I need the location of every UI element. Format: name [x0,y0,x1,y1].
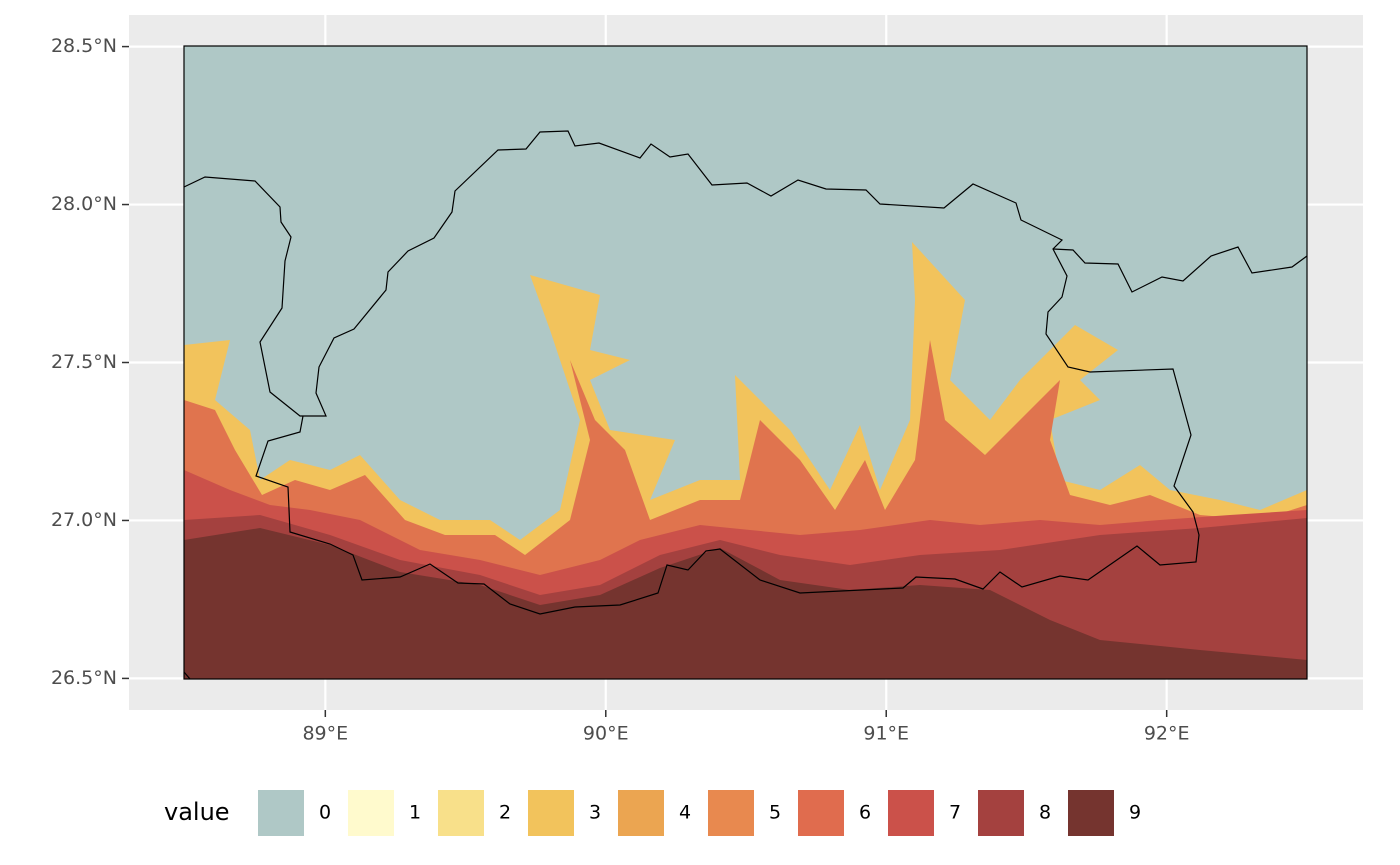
legend-label: 9 [1129,802,1141,824]
x-tick-label: 91°E [863,723,909,745]
legend-label: 8 [1039,802,1051,824]
y-tick-label: 26.5°N [51,667,117,689]
legend-key [708,790,754,836]
legend-label: 2 [499,802,511,824]
legend-label: 4 [679,802,691,824]
y-tick-label: 28.0°N [51,193,117,215]
x-tick-label: 89°E [302,723,348,745]
y-tick-label: 27.0°N [51,509,117,531]
legend-key [438,790,484,836]
x-tick-label: 92°E [1144,723,1190,745]
legend-key [348,790,394,836]
boundary-line [183,130,1200,615]
legend-label: 6 [859,802,871,824]
legend-label: 3 [589,802,601,824]
legend: value 0 1 2 3 4 5 6 7 8 9 [164,790,1141,836]
legend-title: value [164,798,230,826]
legend-key [258,790,304,836]
y-tick-label: 27.5°N [51,351,117,373]
elevation-raster [184,46,1307,679]
raster-frame [183,45,1308,680]
x-tick-label: 90°E [583,723,629,745]
legend-key [618,790,664,836]
legend-label: 7 [949,802,961,824]
legend-key [888,790,934,836]
legend-key [978,790,1024,836]
boundary-line [1052,246,1308,293]
axes: 89°E 90°E 91°E 92°E 26.5°N 27.0°N 27.5°N 28.0°N… [51,35,1190,744]
legend-key [528,790,574,836]
legend-label: 5 [769,802,781,824]
boundary-line [183,671,191,680]
legend-label: 0 [319,802,331,824]
legend-key [1068,790,1114,836]
legend-key [798,790,844,836]
boundaries [183,45,1308,680]
y-tick-label: 28.5°N [51,35,117,57]
legend-label: 1 [409,802,421,824]
raster-band [184,528,1307,679]
